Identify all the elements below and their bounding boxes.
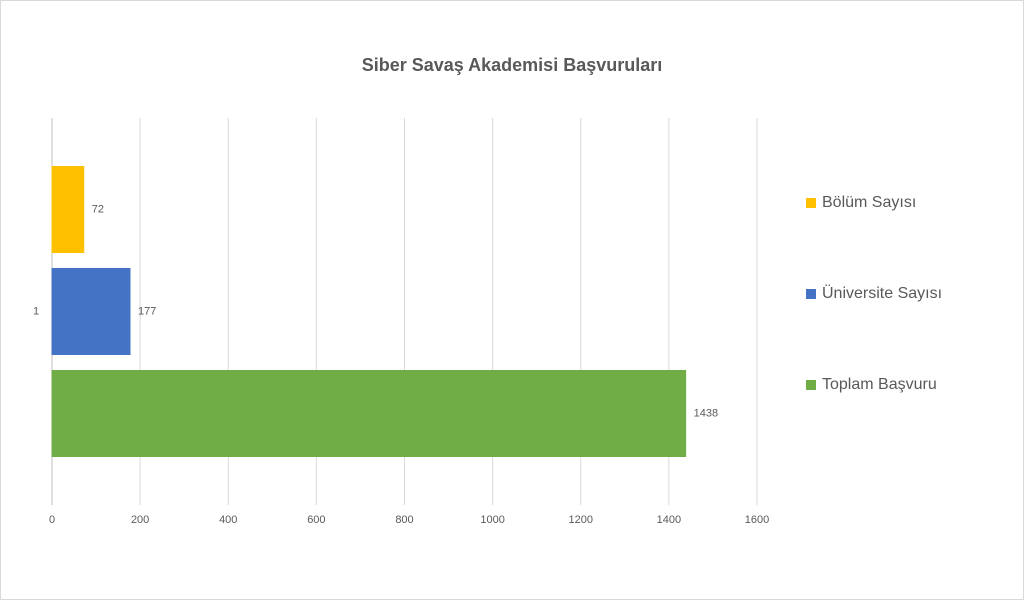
legend-swatch	[806, 380, 816, 390]
legend-text: Bölüm Sayısı	[822, 194, 916, 211]
legend-swatch	[806, 289, 816, 299]
x-tick-label: 400	[219, 514, 237, 526]
x-tick-label: 200	[131, 514, 149, 526]
x-tick-label: 1200	[569, 514, 593, 526]
data-label: 177	[138, 305, 156, 317]
data-label: 1438	[694, 407, 718, 419]
legend-text: Toplam Başvuru	[822, 376, 937, 393]
y-tick-label: 1	[33, 305, 39, 317]
bar	[51, 268, 131, 355]
bar	[51, 166, 85, 253]
bar	[51, 370, 687, 457]
x-tick-label: 0	[49, 514, 55, 526]
data-label: 72	[92, 203, 104, 215]
x-tick-label: 1000	[480, 514, 504, 526]
x-tick-label: 800	[395, 514, 413, 526]
legend-text: Üniversite Sayısı	[822, 284, 942, 302]
x-tick-label: 1400	[657, 514, 681, 526]
x-tick-label: 600	[307, 514, 325, 526]
chart-title: Siber Savaş Akademisi Başvuruları	[362, 55, 663, 75]
legend-swatch	[806, 198, 816, 208]
x-tick-label: 1600	[745, 514, 769, 526]
